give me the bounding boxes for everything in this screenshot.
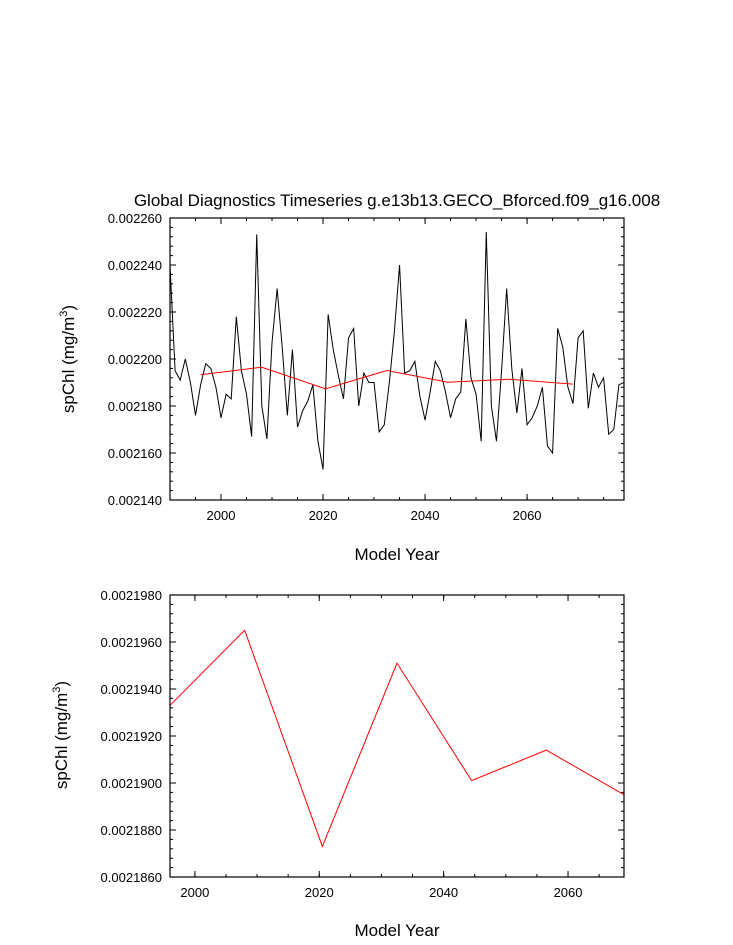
top-ytick-label: 0.002160: [108, 446, 162, 461]
top-plot-area: 0.002140 0.002160 0.002180 0.002200 0.002220…: [108, 211, 625, 523]
top-ytick-label: 0.002180: [108, 399, 162, 414]
top-ytick-label: 0.002260: [108, 211, 162, 226]
top-ytick-label: 0.002200: [108, 352, 162, 367]
bottom-ytick-label: 0.0021860: [101, 870, 162, 885]
top-y-axis-label: spChl (mg/m3): [58, 305, 78, 413]
top-xtick-label: 2060: [513, 508, 542, 523]
bottom-frame: [169, 594, 625, 878]
bottom-ytick-label: 0.0021940: [101, 682, 162, 697]
bottom-xtick-label: 2040: [429, 885, 458, 900]
top-series-running-mean: [200, 366, 574, 390]
bottom-xtick-label: 2000: [180, 885, 209, 900]
top-frame: [169, 217, 625, 501]
bottom-y-axis-label: spChl (mg/m3): [51, 681, 71, 789]
top-xtick-label: 2040: [411, 508, 440, 523]
bottom-x-axis-label: Model Year: [354, 921, 439, 940]
bottom-xtick-label: 2020: [305, 885, 334, 900]
top-xtick-label: 2020: [309, 508, 338, 523]
bottom-ytick-label: 0.0021900: [101, 776, 162, 791]
top-ytick-label: 0.002240: [108, 258, 162, 273]
bottom-plot-area: 0.0021860 0.0021880 0.0021900 0.0021920 0.00…: [101, 588, 625, 900]
top-chart-title: Global Diagnostics Timeseries g.e13b13.G…: [134, 191, 660, 210]
bottom-ytick-label: 0.0021980: [101, 588, 162, 603]
top-xtick-label: 2000: [207, 508, 236, 523]
bottom-series-running-mean: [170, 629, 624, 848]
bottom-ytick-label: 0.0021960: [101, 635, 162, 650]
bottom-xtick-label: 2060: [554, 885, 583, 900]
bottom-ytick-label: 0.0021920: [101, 729, 162, 744]
bottom-ytick-label: 0.0021880: [101, 823, 162, 838]
bottom-chart: 0.0021860 0.0021880 0.0021900 0.0021920 0.00…: [51, 588, 625, 940]
top-ytick-label: 0.002220: [108, 305, 162, 320]
top-series-annual: [170, 232, 624, 470]
top-chart: Global Diagnostics Timeseries g.e13b13.G…: [58, 191, 660, 564]
top-x-axis-label: Model Year: [354, 545, 439, 564]
top-ytick-label: 0.002140: [108, 493, 162, 508]
